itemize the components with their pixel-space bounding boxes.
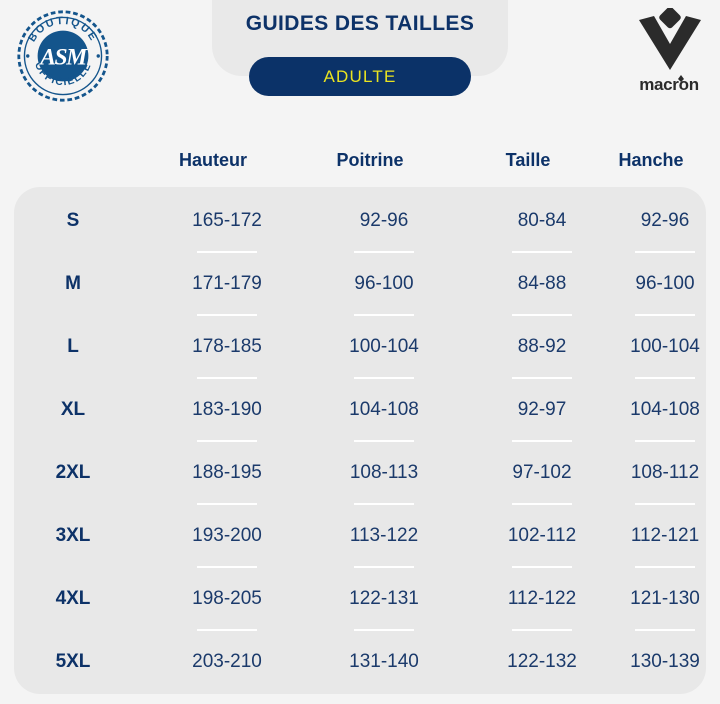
cell-size: 3XL (55, 525, 91, 546)
cell-taille: 97-102 (512, 462, 572, 483)
cell-hanche: 92-96 (640, 210, 690, 231)
segment-pill-label: ADULTE (323, 66, 397, 86)
table-row: XL 183-190 104-108 92-97 104-108 (14, 378, 706, 441)
row-separator (512, 503, 572, 505)
table-row: 4XL 198-205 122-131 112-122 121-130 (14, 567, 706, 630)
row-separator (197, 314, 257, 316)
cell-size: 4XL (55, 588, 91, 609)
macron-logo: macron (628, 8, 710, 104)
cell-taille: 92-97 (517, 399, 567, 420)
row-separator (197, 629, 257, 631)
row-separator (512, 251, 572, 253)
cell-taille: 80-84 (517, 210, 567, 231)
cell-hanche: 121-130 (630, 588, 700, 609)
cell-size: 5XL (55, 651, 91, 672)
table-row: 2XL 188-195 108-113 97-102 108-112 (14, 441, 706, 504)
cell-hauteur: 193-200 (192, 525, 262, 546)
row-separator (354, 629, 414, 631)
table-row: M 171-179 96-100 84-88 96-100 (14, 252, 706, 315)
row-separator (197, 251, 257, 253)
column-header-hauteur: Hauteur (178, 150, 247, 170)
segment-pill-adulte[interactable]: ADULTE (249, 57, 471, 96)
row-separator (354, 314, 414, 316)
table-row: S 165-172 92-96 80-84 92-96 (14, 189, 706, 252)
cell-size: M (65, 273, 81, 294)
row-separator (635, 629, 695, 631)
svg-text:ASM: ASM (38, 44, 88, 70)
row-separator (512, 377, 572, 379)
row-separator (635, 314, 695, 316)
row-separator (512, 566, 572, 568)
row-separator (512, 629, 572, 631)
cell-taille: 84-88 (517, 273, 567, 294)
cell-hauteur: 171-179 (192, 273, 262, 294)
row-separator (197, 503, 257, 505)
cell-poitrine: 131-140 (349, 651, 419, 672)
row-separator (635, 566, 695, 568)
cell-poitrine: 108-113 (349, 462, 419, 483)
row-separator (512, 440, 572, 442)
row-separator (354, 503, 414, 505)
cell-poitrine: 122-131 (349, 588, 419, 609)
cell-hanche: 100-104 (630, 336, 700, 357)
cell-hauteur: 183-190 (192, 399, 262, 420)
row-separator (197, 566, 257, 568)
cell-hauteur: 165-172 (192, 210, 262, 231)
macron-mark-icon (639, 8, 701, 70)
cell-taille: 102-112 (507, 525, 577, 546)
asm-stamp-icon: BOUTIQUE OFFICIELLE ASM (17, 10, 109, 102)
cell-hanche: 104-108 (630, 399, 700, 420)
cell-hanche: 96-100 (635, 273, 695, 294)
row-separator (635, 440, 695, 442)
row-separator (354, 440, 414, 442)
cell-hanche: 112-121 (630, 525, 700, 546)
cell-poitrine: 113-122 (349, 525, 419, 546)
macron-wordmark: macron (639, 75, 699, 94)
row-separator (354, 251, 414, 253)
row-separator (512, 314, 572, 316)
column-header-hanche: Hanche (618, 150, 684, 170)
asm-boutique-officielle-logo: BOUTIQUE OFFICIELLE ASM (16, 9, 110, 103)
cell-poitrine: 96-100 (354, 273, 414, 294)
cell-size: XL (60, 399, 86, 420)
size-table: S 165-172 92-96 80-84 92-96 M 171-179 96-100 84-… (14, 187, 706, 694)
table-column-headers: Hauteur Poitrine Taille Hanche (0, 150, 720, 180)
row-separator (635, 251, 695, 253)
row-separator (354, 377, 414, 379)
cell-hanche: 130-139 (630, 651, 700, 672)
row-separator (354, 566, 414, 568)
cell-size: L (67, 336, 79, 357)
cell-taille: 122-132 (507, 651, 577, 672)
cell-hauteur: 188-195 (192, 462, 262, 483)
cell-hauteur: 203-210 (192, 651, 262, 672)
svg-text:macron: macron (639, 75, 699, 94)
page-header: GUIDES DES TAILLES ADULTE BOUTIQUE OFFIC… (0, 0, 720, 120)
cell-size: S (66, 210, 80, 231)
column-header-taille: Taille (505, 150, 551, 170)
column-header-poitrine: Poitrine (336, 150, 404, 170)
row-separator (635, 377, 695, 379)
cell-size: 2XL (55, 462, 91, 483)
cell-poitrine: 104-108 (349, 399, 419, 420)
table-row: 5XL 203-210 131-140 122-132 130-139 (14, 630, 706, 693)
table-row: L 178-185 100-104 88-92 100-104 (14, 315, 706, 378)
table-row: 3XL 193-200 113-122 102-112 112-121 (14, 504, 706, 567)
cell-hauteur: 178-185 (192, 336, 262, 357)
cell-poitrine: 100-104 (349, 336, 419, 357)
cell-poitrine: 92-96 (359, 210, 409, 231)
row-separator (635, 503, 695, 505)
row-separator (197, 377, 257, 379)
row-separator (197, 440, 257, 442)
cell-taille: 112-122 (507, 588, 577, 609)
page-title: GUIDES DES TAILLES (245, 12, 475, 35)
cell-hanche: 108-112 (630, 462, 700, 483)
cell-taille: 88-92 (517, 336, 567, 357)
cell-hauteur: 198-205 (192, 588, 262, 609)
